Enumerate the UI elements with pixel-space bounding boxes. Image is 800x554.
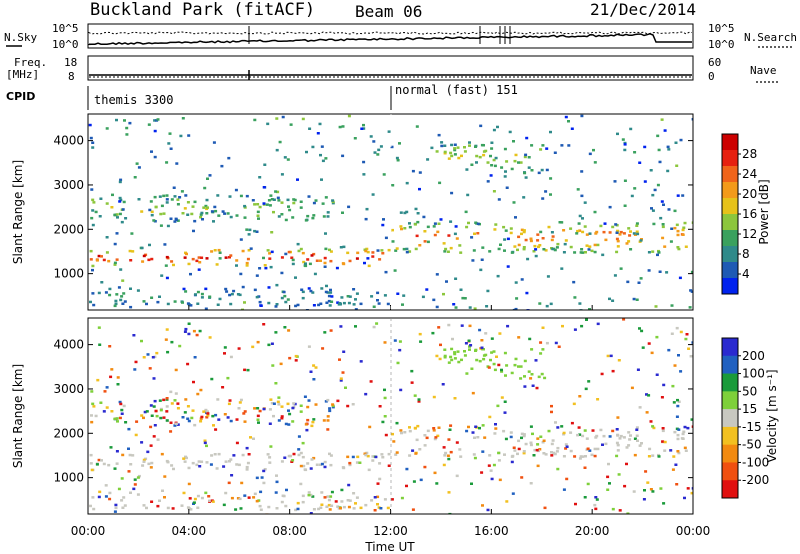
colorbar-swatch <box>722 166 738 183</box>
freq-tick-top: 18 <box>64 56 77 69</box>
colorbar-tick-label: 100 <box>742 367 765 381</box>
y-tick-label: 3000 <box>53 382 84 396</box>
nave-tick-top: 60 <box>708 56 721 69</box>
power-ylabel: Slant Range [km] <box>11 160 25 264</box>
colorbar-tick-label: 28 <box>742 147 757 161</box>
colorbar-swatch <box>722 444 738 463</box>
power-heatmap <box>88 114 693 310</box>
nsearch-tick-top: 10^5 <box>708 22 735 35</box>
power-colorbar: 4 8 12 16 20 24 28 <box>721 133 757 295</box>
x-tick-label: 00:00 <box>676 524 711 538</box>
beam-label: Beam 06 <box>355 2 422 21</box>
colorbar-swatch <box>722 462 738 481</box>
colorbar-tick-label: 24 <box>742 167 757 181</box>
cpid-segment-2: normal (fast) 151 <box>395 83 518 97</box>
x-tick-label: 08:00 <box>272 524 307 538</box>
xlabel: Time UT <box>364 540 415 554</box>
colorbar-tick-label: -50 <box>742 438 762 452</box>
station-title: Buckland Park (fitACF) <box>90 0 315 20</box>
colorbar-swatch <box>722 198 738 215</box>
colorbar-swatch <box>722 355 738 375</box>
colorbar-tick-label: 4 <box>742 267 750 281</box>
x-tick-label: 12:00 <box>373 524 408 538</box>
colorbar-tick-label: 20 <box>742 187 757 201</box>
freq-panel <box>87 55 694 81</box>
colorbar-swatch <box>722 246 738 263</box>
time-x-axis: 00:00 04:00 08:00 12:00 16:00 20:00 00:00 <box>71 305 711 538</box>
velocity-heatmap <box>89 318 693 514</box>
y-tick-label: 2000 <box>53 222 84 236</box>
colorbar-swatch <box>722 214 738 231</box>
colorbar-swatch <box>722 230 738 247</box>
y-tick-label: 3000 <box>53 178 84 192</box>
colorbar-swatch <box>722 409 738 428</box>
x-tick-label: 00:00 <box>71 524 106 538</box>
colorbar-swatch <box>722 338 738 357</box>
velocity-colorbar: 200 100 50 15 -15 -50 -100 -200 <box>721 337 769 499</box>
nsky-label: N.Sky <box>4 31 37 44</box>
nsky-tick-bottom: 10^0 <box>52 38 79 51</box>
colorbar-swatch <box>722 150 738 167</box>
colorbar-tick-label: -15 <box>742 420 762 434</box>
date-label: 21/Dec/2014 <box>590 0 696 19</box>
y-tick-label: 4000 <box>53 134 84 148</box>
colorbar-swatch <box>722 426 738 446</box>
velocity-y-axis: 1000 2000 3000 4000 <box>53 338 693 485</box>
x-tick-label: 04:00 <box>172 524 207 538</box>
cpid-label: CPID <box>6 90 35 103</box>
freq-label-line1: Freq. <box>14 56 47 69</box>
colorbar-tick-label: 50 <box>742 384 757 398</box>
colorbar-swatch <box>722 480 738 499</box>
x-tick-label: 16:00 <box>474 524 509 538</box>
colorbar-swatch <box>722 134 738 151</box>
colorbar-tick-label: 200 <box>742 349 765 363</box>
y-tick-label: 2000 <box>53 426 84 440</box>
nave-tick-bottom: 0 <box>708 70 715 83</box>
freq-label-line2: [MHz] <box>6 68 39 81</box>
colorbar-swatch <box>722 182 738 199</box>
colorbar-swatch <box>722 278 738 295</box>
x-tick-label: 20:00 <box>575 524 610 538</box>
colorbar-tick-label: 12 <box>742 227 757 241</box>
colorbar-swatch <box>722 373 738 392</box>
nsky-trace <box>88 26 693 46</box>
nsearch-tick-bottom: 10^0 <box>708 38 735 51</box>
power-colorbar-label: Power [dB] <box>757 179 771 244</box>
colorbar-tick-label: 15 <box>742 402 757 416</box>
colorbar-tick-label: -200 <box>742 473 769 487</box>
velocity-ylabel: Slant Range [km] <box>11 364 25 468</box>
colorbar-tick-label: 16 <box>742 207 757 221</box>
colorbar-tick-label: 8 <box>742 247 750 261</box>
nsky-panel <box>87 23 694 49</box>
nave-label: Nave <box>750 64 777 77</box>
cpid-segment-1: themis 3300 <box>94 93 173 107</box>
y-tick-label: 4000 <box>53 338 84 352</box>
colorbar-tick-label: -100 <box>742 455 769 469</box>
velocity-colorbar-label: Velocity [m s⁻¹] <box>765 369 779 462</box>
freq-tick-bottom: 8 <box>68 70 75 83</box>
nsearch-label: N.Search <box>744 31 797 44</box>
power-y-axis: 1000 2000 3000 4000 <box>53 134 693 281</box>
nsky-tick-top: 10^5 <box>52 22 79 35</box>
y-tick-label: 1000 <box>53 267 84 281</box>
y-tick-label: 1000 <box>53 471 84 485</box>
colorbar-swatch <box>722 391 738 410</box>
colorbar-swatch <box>722 262 738 279</box>
